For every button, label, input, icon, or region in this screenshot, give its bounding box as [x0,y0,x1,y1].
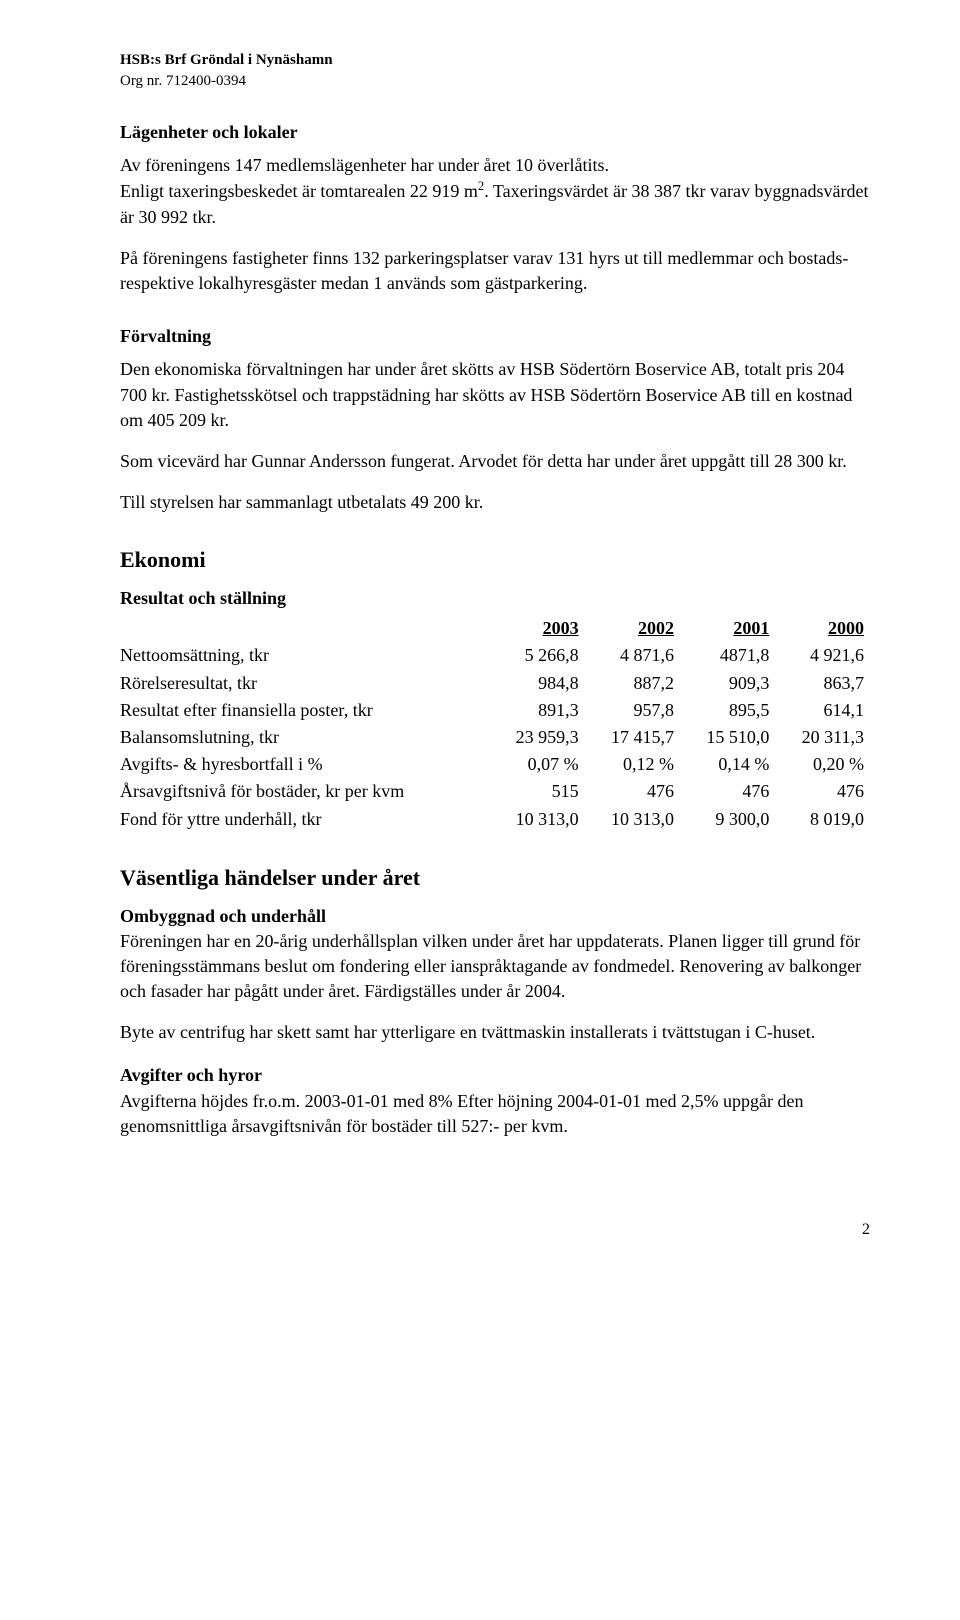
section-lagenheter-heading: Lägenheter och lokaler [120,120,870,145]
table-row: Avgifts- & hyresbortfall i %0,07 %0,12 %… [120,751,870,778]
section-forvaltning-heading: Förvaltning [120,324,870,349]
table-row: Resultat efter finansiella poster, tkr89… [120,697,870,724]
table-row-label: Balansomslutning, tkr [120,724,489,751]
table-row: Balansomslutning, tkr23 959,317 415,715 … [120,724,870,751]
table-cell: 0,12 % [585,751,680,778]
lagenheter-paragraph-2: På föreningens fastigheter finns 132 par… [120,246,870,296]
forvaltning-paragraph-3: Till styrelsen har sammanlagt utbetalats… [120,490,870,515]
ekonomi-subheading: Resultat och ställning [120,586,870,611]
table-header-year: 2001 [680,615,775,642]
table-cell: 20 311,3 [775,724,870,751]
table-cell: 891,3 [489,697,584,724]
lagenheter-paragraph-1: Av föreningens 147 medlemslägenheter har… [120,153,870,230]
table-header-year: 2000 [775,615,870,642]
table-cell: 15 510,0 [680,724,775,751]
table-header-year: 2003 [489,615,584,642]
vasentliga-sub1-paragraph-2: Byte av centrifug har skett samt har ytt… [120,1020,870,1045]
table-row: Nettoomsättning, tkr5 266,84 871,64871,8… [120,642,870,669]
section-vasentliga-heading: Väsentliga händelser under året [120,863,870,894]
table-row-label: Avgifts- & hyresbortfall i % [120,751,489,778]
table-cell: 515 [489,778,584,805]
vasentliga-sub2-paragraph-1: Avgifterna höjdes fr.o.m. 2003-01-01 med… [120,1089,870,1139]
table-cell: 4 921,6 [775,642,870,669]
table-row: Årsavgiftsnivå för bostäder, kr per kvm5… [120,778,870,805]
table-cell: 4 871,6 [585,642,680,669]
table-cell: 10 313,0 [585,806,680,833]
forvaltning-paragraph-2: Som vicevärd har Gunnar Andersson funger… [120,449,870,474]
table-cell: 9 300,0 [680,806,775,833]
vasentliga-sub1-paragraph-1: Föreningen har en 20-årig underhållsplan… [120,929,870,1005]
table-row-label: Resultat efter finansiella poster, tkr [120,697,489,724]
page-header: HSB:s Brf Gröndal i Nynäshamn Org nr. 71… [120,50,870,92]
table-cell: 895,5 [680,697,775,724]
page-number: 2 [120,1219,870,1241]
table-cell: 863,7 [775,670,870,697]
table-header-row: 2003 2002 2001 2000 [120,615,870,642]
table-cell: 8 019,0 [775,806,870,833]
table-cell: 614,1 [775,697,870,724]
table-header-empty [120,615,489,642]
table-cell: 476 [680,778,775,805]
table-row-label: Fond för yttre underhåll, tkr [120,806,489,833]
lagenheter-p1a: Av föreningens 147 medlemslägenheter har… [120,155,609,175]
table-header-year: 2002 [585,615,680,642]
table-row: Rörelseresultat, tkr984,8887,2909,3863,7 [120,670,870,697]
table-cell: 0,07 % [489,751,584,778]
table-cell: 23 959,3 [489,724,584,751]
table-cell: 17 415,7 [585,724,680,751]
table-row-label: Rörelseresultat, tkr [120,670,489,697]
table-row-label: Nettoomsättning, tkr [120,642,489,669]
table-cell: 476 [585,778,680,805]
table-cell: 10 313,0 [489,806,584,833]
table-cell: 4871,8 [680,642,775,669]
vasentliga-sub2-heading: Avgifter och hyror [120,1063,870,1088]
org-name: HSB:s Brf Gröndal i Nynäshamn [120,50,870,71]
table-cell: 0,14 % [680,751,775,778]
org-number: Org nr. 712400-0394 [120,71,870,92]
table-cell: 476 [775,778,870,805]
table-row-label: Årsavgiftsnivå för bostäder, kr per kvm [120,778,489,805]
forvaltning-paragraph-1: Den ekonomiska förvaltningen har under å… [120,357,870,433]
table-row: Fond för yttre underhåll, tkr10 313,010 … [120,806,870,833]
lagenheter-p1a2-pre: Enligt taxeringsbeskedet är tomtarealen … [120,181,478,201]
table-cell: 909,3 [680,670,775,697]
table-cell: 887,2 [585,670,680,697]
ekonomi-table: 2003 2002 2001 2000 Nettoomsättning, tkr… [120,615,870,833]
table-cell: 0,20 % [775,751,870,778]
section-ekonomi-heading: Ekonomi [120,545,870,576]
vasentliga-sub1-heading: Ombyggnad och underhåll [120,904,870,929]
table-cell: 984,8 [489,670,584,697]
table-cell: 957,8 [585,697,680,724]
table-cell: 5 266,8 [489,642,584,669]
